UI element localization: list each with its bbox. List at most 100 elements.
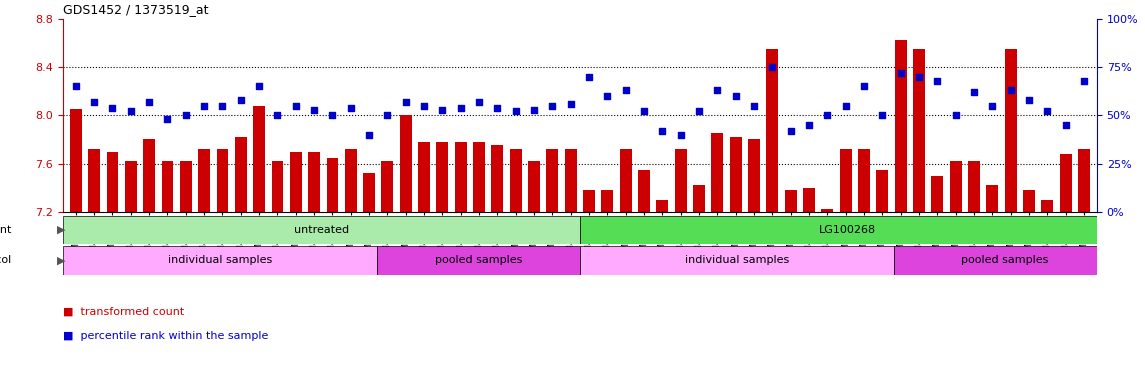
Point bbox=[1075, 78, 1093, 84]
Point bbox=[599, 93, 617, 99]
Text: untreated: untreated bbox=[294, 225, 349, 235]
Point bbox=[66, 83, 85, 89]
Point bbox=[396, 99, 414, 105]
Bar bbox=[88, 149, 100, 212]
Bar bbox=[345, 149, 357, 212]
Point bbox=[85, 99, 103, 105]
Point bbox=[984, 103, 1002, 109]
Bar bbox=[619, 149, 632, 212]
Bar bbox=[564, 149, 577, 212]
Bar bbox=[436, 142, 449, 212]
Bar bbox=[1079, 149, 1090, 212]
Bar bbox=[581, 216, 1115, 244]
Bar bbox=[1005, 49, 1017, 212]
Point bbox=[433, 106, 451, 112]
Bar bbox=[969, 161, 980, 212]
Bar bbox=[821, 210, 834, 212]
Bar bbox=[106, 152, 118, 212]
Point bbox=[341, 105, 360, 111]
Bar bbox=[858, 149, 870, 212]
Bar bbox=[491, 146, 504, 212]
Point bbox=[874, 112, 892, 118]
Bar bbox=[1024, 190, 1035, 212]
Bar bbox=[932, 176, 943, 212]
Bar bbox=[674, 149, 687, 212]
Bar bbox=[583, 190, 595, 212]
Point bbox=[635, 108, 654, 114]
Point bbox=[892, 70, 910, 76]
Bar bbox=[876, 170, 889, 212]
Point bbox=[469, 99, 488, 105]
Point bbox=[947, 112, 965, 118]
Point bbox=[1057, 122, 1075, 128]
Point bbox=[195, 103, 213, 109]
Bar bbox=[581, 246, 894, 274]
Point bbox=[1002, 87, 1020, 93]
Text: ▶: ▶ bbox=[57, 255, 65, 266]
Bar bbox=[216, 149, 228, 212]
Point bbox=[323, 112, 341, 118]
Text: protocol: protocol bbox=[0, 255, 11, 266]
Point bbox=[581, 74, 599, 80]
Point bbox=[672, 132, 690, 138]
Bar bbox=[326, 158, 339, 212]
Bar bbox=[729, 137, 742, 212]
Point bbox=[910, 74, 929, 80]
Point bbox=[617, 87, 635, 93]
Text: individual samples: individual samples bbox=[168, 255, 273, 266]
Text: GDS1452 / 1373519_at: GDS1452 / 1373519_at bbox=[63, 3, 208, 16]
Bar bbox=[987, 185, 998, 212]
Bar bbox=[473, 142, 485, 212]
Point bbox=[524, 106, 543, 112]
Bar bbox=[63, 246, 377, 274]
Point bbox=[231, 97, 250, 103]
Point bbox=[378, 112, 396, 118]
Bar bbox=[125, 161, 136, 212]
Bar bbox=[748, 140, 760, 212]
Bar bbox=[766, 49, 779, 212]
Text: individual samples: individual samples bbox=[685, 255, 789, 266]
Bar bbox=[363, 173, 376, 212]
Point bbox=[764, 64, 782, 70]
Bar bbox=[70, 109, 81, 212]
Bar bbox=[418, 142, 431, 212]
Bar bbox=[455, 142, 467, 212]
Point bbox=[929, 78, 947, 84]
Bar bbox=[381, 161, 394, 212]
Point bbox=[654, 128, 672, 134]
Bar bbox=[638, 170, 650, 212]
Point bbox=[360, 132, 378, 138]
Bar bbox=[290, 152, 302, 212]
Bar bbox=[803, 188, 815, 212]
Bar bbox=[913, 49, 925, 212]
Point bbox=[561, 101, 579, 107]
Text: ■  percentile rank within the sample: ■ percentile rank within the sample bbox=[63, 331, 268, 341]
Bar bbox=[271, 161, 284, 212]
Bar bbox=[1060, 154, 1072, 212]
Point bbox=[709, 87, 727, 93]
Point bbox=[286, 103, 305, 109]
Point bbox=[414, 103, 433, 109]
Point bbox=[543, 103, 561, 109]
Point bbox=[1039, 108, 1057, 114]
Point bbox=[140, 99, 158, 105]
Bar bbox=[894, 40, 907, 212]
Point bbox=[690, 108, 709, 114]
Point bbox=[1020, 97, 1039, 103]
Point bbox=[782, 128, 800, 134]
Point bbox=[176, 112, 195, 118]
Bar bbox=[308, 152, 321, 212]
Text: agent: agent bbox=[0, 225, 11, 235]
Bar bbox=[693, 185, 705, 212]
Point bbox=[451, 105, 469, 111]
Bar bbox=[656, 200, 669, 212]
Point bbox=[305, 106, 323, 112]
Bar bbox=[601, 190, 614, 212]
Point bbox=[488, 105, 506, 111]
Point bbox=[506, 108, 524, 114]
Point bbox=[745, 103, 764, 109]
Text: ■  transformed count: ■ transformed count bbox=[63, 306, 184, 316]
Point bbox=[855, 83, 874, 89]
Bar bbox=[253, 106, 266, 212]
Bar bbox=[143, 140, 155, 212]
